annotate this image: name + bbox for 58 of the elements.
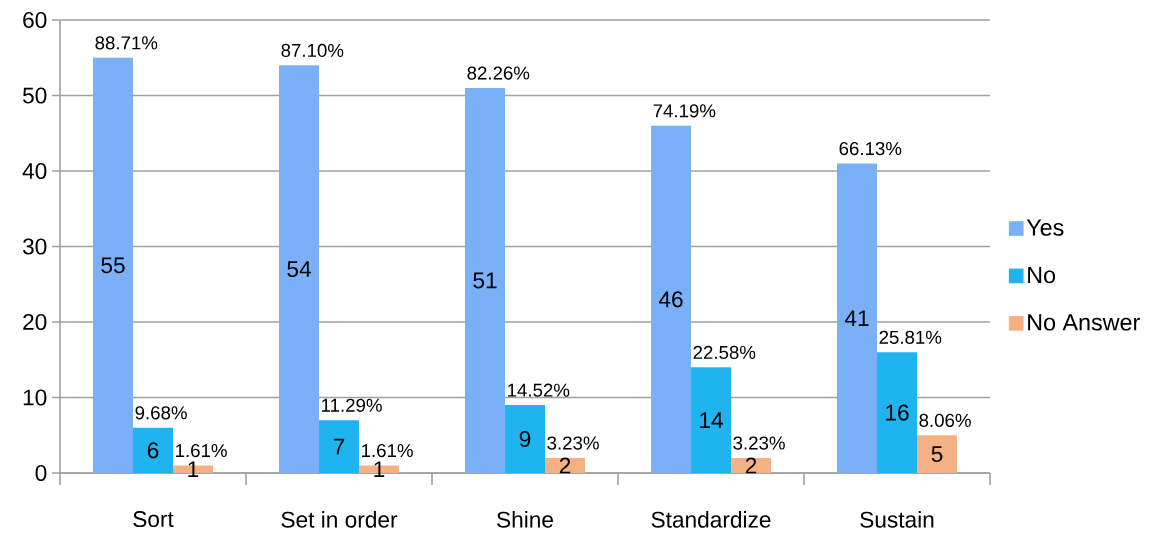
data-label: 46 — [658, 291, 683, 308]
data-label: 5 — [931, 446, 943, 463]
annotation: 3.23% — [547, 436, 599, 450]
bar — [691, 367, 731, 473]
annotation: 22.58% — [693, 345, 756, 360]
legend-label: No Answer — [1028, 314, 1140, 331]
annotation: 74.19% — [653, 104, 716, 118]
annotation: 66.13% — [839, 141, 902, 156]
annotation: 3.23% — [733, 436, 785, 450]
x-tick-label: Standardize — [651, 511, 771, 528]
y-tick-label: 30 — [22, 238, 47, 255]
data-label: 51 — [473, 272, 497, 289]
bar — [319, 420, 359, 473]
y-tick-label: 0 — [35, 464, 47, 482]
annotation: 11.29% — [322, 398, 382, 412]
bar — [731, 457, 771, 473]
y-tick-label: 50 — [22, 87, 47, 104]
x-tick-label: Shine — [497, 511, 553, 528]
y-tick-label: 60 — [23, 11, 47, 29]
bar — [545, 457, 585, 473]
bar — [465, 87, 506, 473]
bar — [877, 352, 917, 473]
y-tick-label: 10 — [23, 389, 47, 406]
annotation: 9.68% — [135, 406, 187, 420]
y-tick-label: 20 — [23, 313, 47, 331]
x-tick-label: Sustain — [860, 511, 934, 528]
annotation: 87.10% — [281, 43, 344, 58]
bar — [93, 57, 134, 473]
data-label: 7 — [333, 438, 345, 455]
data-label: 55 — [101, 257, 125, 274]
data-label: 6 — [147, 442, 159, 459]
bar — [837, 163, 878, 473]
bar — [651, 125, 692, 473]
annotation: 14.52% — [508, 383, 570, 397]
annotation: 1.61% — [176, 443, 227, 458]
bar — [279, 65, 320, 473]
legend-label: No — [1028, 266, 1056, 284]
data-label: 2 — [745, 457, 757, 474]
x-tick-label: Sort — [133, 511, 174, 528]
data-label: 2 — [559, 457, 571, 474]
data-label: 1 — [374, 461, 385, 478]
annotation: 1.61% — [362, 443, 413, 458]
annotation: 25.81% — [879, 330, 942, 344]
bar — [505, 405, 545, 473]
data-label: 9 — [519, 431, 531, 448]
y-tick-label: 40 — [22, 162, 47, 180]
annotation: 8.06% — [919, 413, 971, 427]
bar — [917, 435, 957, 473]
data-label: 41 — [844, 310, 869, 327]
annotation: 88.71% — [95, 36, 158, 50]
data-label: 1 — [188, 461, 199, 478]
data-label: 16 — [886, 404, 909, 421]
annotation: 82.26% — [467, 66, 530, 80]
bar — [133, 427, 173, 473]
x-tick-label: Set in order — [281, 511, 398, 528]
legend-label: Yes — [1026, 219, 1064, 236]
data-label: 14 — [700, 412, 723, 428]
data-label: 54 — [287, 261, 311, 278]
